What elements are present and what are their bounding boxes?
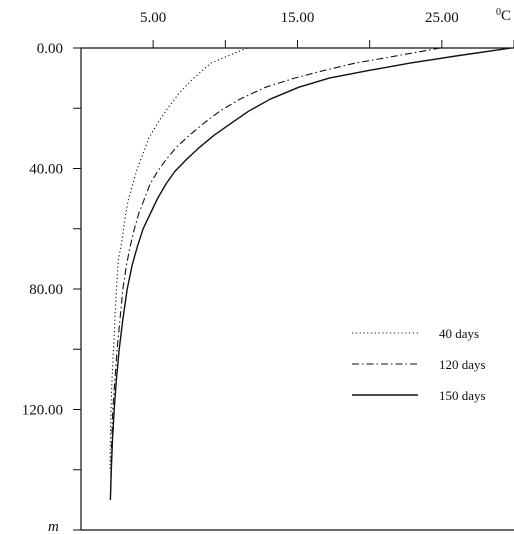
- y-axis-ticks: 0.00 40.00 80.00 120.00: [22, 41, 81, 531]
- y-axis-unit: m: [48, 519, 59, 534]
- x-axis-ticks: 5.00 15.00 25.00: [140, 10, 514, 48]
- x-tick-label: 5.00: [140, 10, 166, 26]
- series-line-120-days: [109, 47, 441, 500]
- x-axis-unit-letter: C: [501, 8, 511, 24]
- series-line-150-days: [109, 47, 512, 500]
- legend-label: 120 days: [439, 357, 486, 372]
- x-tick-label: 15.00: [281, 10, 315, 26]
- x-tick-label: 25.00: [425, 10, 459, 26]
- y-tick-label: 0.00: [37, 41, 63, 57]
- legend-label: 150 days: [439, 388, 486, 403]
- series-line-40-days: [109, 47, 248, 470]
- x-axis-unit: 0C: [496, 7, 511, 24]
- axes: [80, 47, 514, 531]
- y-tick-label: 40.00: [29, 162, 63, 178]
- legend: 40 days 120 days 150 days: [352, 326, 486, 403]
- legend-label: 40 days: [439, 326, 479, 341]
- series-lines: [109, 47, 512, 500]
- y-tick-label: 120.00: [22, 403, 63, 419]
- x-axis-unit-superscript: 0: [496, 7, 501, 18]
- y-tick-label: 80.00: [29, 282, 63, 298]
